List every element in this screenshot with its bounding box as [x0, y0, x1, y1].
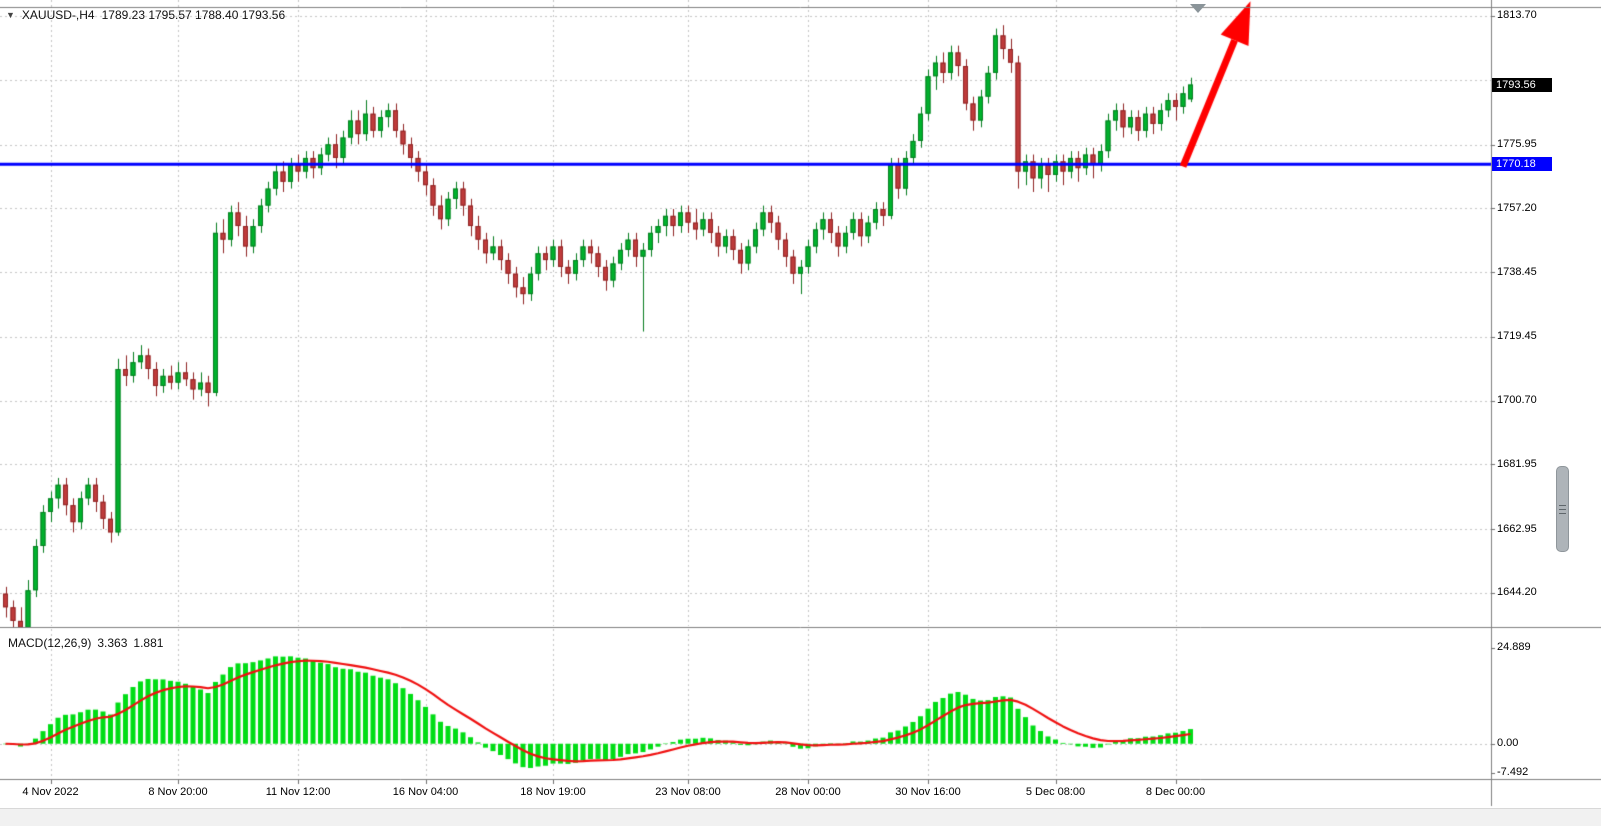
- current-price-badge: 1793.56: [1492, 77, 1552, 92]
- price-axis-label: 1757.20: [1497, 201, 1537, 214]
- price-axis-label: 1738.45: [1497, 265, 1537, 278]
- scrollbar-thumb[interactable]: [1556, 466, 1569, 552]
- price-axis-label: 1681.95: [1497, 457, 1537, 470]
- price-axis-label: 1719.45: [1497, 330, 1537, 343]
- time-axis-label: 18 Nov 19:00: [520, 786, 586, 798]
- macd-indicator-name: MACD(12,26,9): [8, 636, 92, 650]
- time-axis[interactable]: 4 Nov 2022 8 Nov 20:00 11 Nov 12:00 16 Nov …: [0, 786, 1491, 802]
- macd-axis-label: 0.00: [1497, 737, 1519, 750]
- macd-signal-value: 1.881: [133, 636, 164, 650]
- price-axis-label: 1662.95: [1497, 522, 1537, 535]
- time-axis-label: 4 Nov 2022: [22, 786, 79, 798]
- price-axis-label: 1775.95: [1497, 138, 1537, 150]
- hline-price-badge: 1770.18: [1492, 157, 1552, 172]
- symbol-title: XAUUSD-,H4: [21, 8, 95, 22]
- macd-label: MACD(12,26,9) 3.363 1.881: [8, 636, 169, 650]
- time-axis-label: 8 Nov 20:00: [148, 786, 208, 798]
- time-axis-label: 23 Nov 08:00: [655, 786, 721, 798]
- price-axis[interactable]: 1813.70 1775.95 1757.20 1738.45 1719.45 1700.…: [1492, 0, 1601, 806]
- time-axis-label: 28 Nov 00:00: [775, 786, 841, 798]
- price-axis-label: 1644.20: [1497, 586, 1537, 599]
- chart-shift-marker[interactable]: [1190, 4, 1206, 13]
- time-axis-label: 16 Nov 04:00: [392, 786, 459, 798]
- time-axis-label: 11 Nov 12:00: [265, 786, 331, 798]
- macd-axis-label: -7.492: [1497, 766, 1529, 779]
- price-axis-label: 1813.70: [1497, 9, 1537, 22]
- symbol-dropdown-icon[interactable]: ▼: [6, 10, 15, 20]
- window-bottom-strip: [0, 808, 1601, 826]
- symbol-header: ▼ XAUUSD-,H4 1789.23 1795.57 1788.40 179…: [6, 8, 285, 22]
- price-axis-label: 1700.70: [1497, 394, 1537, 407]
- macd-main-value: 3.363: [97, 636, 128, 650]
- macd-axis-label: 24.889: [1497, 641, 1531, 654]
- ohlc-quote: 1789.23 1795.57 1788.40 1793.56: [101, 8, 286, 22]
- time-axis-label: 8 Dec 00:00: [1145, 786, 1206, 798]
- time-axis-label: 30 Nov 16:00: [895, 786, 961, 798]
- time-axis-label: 5 Dec 08:00: [1025, 786, 1086, 798]
